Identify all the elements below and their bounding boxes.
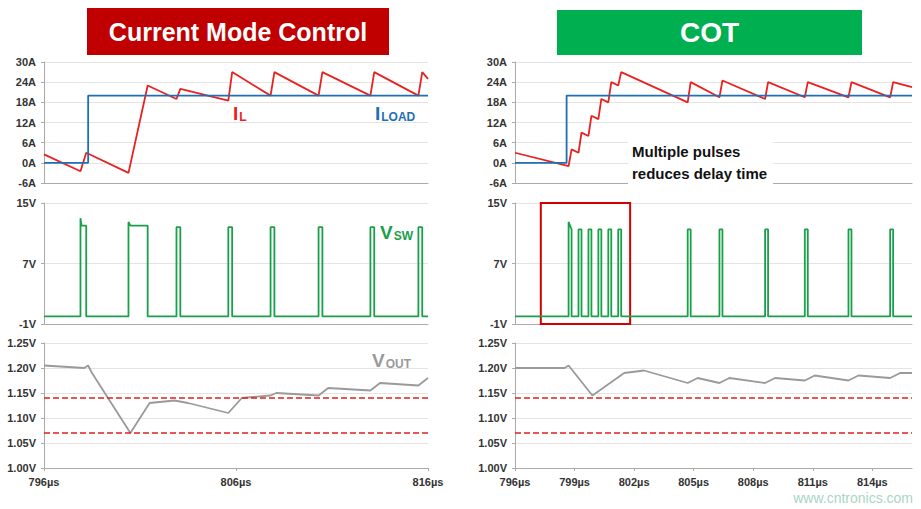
svg-text:I: I	[233, 103, 238, 124]
svg-text:6A: 6A	[493, 137, 507, 149]
svg-text:1.05V: 1.05V	[478, 437, 507, 449]
svg-text:805µs: 805µs	[678, 476, 709, 488]
svg-text:1.15V: 1.15V	[478, 387, 507, 399]
svg-text:806µs: 806µs	[221, 476, 252, 488]
svg-text:24A: 24A	[487, 76, 507, 88]
svg-text:799µs: 799µs	[559, 476, 590, 488]
svg-text:www.cntronics.com: www.cntronics.com	[792, 490, 913, 506]
svg-text:0A: 0A	[22, 157, 36, 169]
svg-text:Multiple pulses: Multiple pulses	[632, 143, 740, 160]
svg-text:1.00V: 1.00V	[7, 462, 36, 474]
svg-text:18A: 18A	[487, 96, 507, 108]
svg-text:15V: 15V	[487, 197, 507, 209]
svg-text:1.20V: 1.20V	[478, 362, 507, 374]
svg-text:1.20V: 1.20V	[7, 362, 36, 374]
svg-text:816µs: 816µs	[413, 476, 444, 488]
svg-text:COT: COT	[680, 17, 739, 48]
svg-text:-6A: -6A	[18, 177, 36, 189]
svg-text:1.10V: 1.10V	[7, 412, 36, 424]
svg-text:12A: 12A	[16, 117, 36, 129]
svg-text:-1V: -1V	[19, 318, 37, 330]
svg-text:SW: SW	[394, 229, 414, 243]
svg-text:1.15V: 1.15V	[7, 387, 36, 399]
svg-text:802µs: 802µs	[619, 476, 650, 488]
svg-text:15V: 15V	[16, 197, 36, 209]
svg-text:1.25V: 1.25V	[7, 337, 36, 349]
svg-text:18A: 18A	[16, 96, 36, 108]
svg-text:1.25V: 1.25V	[478, 337, 507, 349]
svg-text:30A: 30A	[16, 56, 36, 68]
svg-text:1.05V: 1.05V	[7, 437, 36, 449]
svg-text:24A: 24A	[16, 76, 36, 88]
svg-text:6A: 6A	[22, 137, 36, 149]
svg-text:V: V	[372, 350, 385, 371]
svg-text:1.10V: 1.10V	[478, 412, 507, 424]
svg-text:814µs: 814µs	[857, 476, 888, 488]
svg-text:V: V	[380, 222, 393, 243]
svg-text:1.00V: 1.00V	[478, 462, 507, 474]
svg-text:808µs: 808µs	[738, 476, 769, 488]
svg-text:-1V: -1V	[490, 318, 508, 330]
svg-text:OUT: OUT	[386, 357, 412, 371]
svg-text:Current Mode Control: Current Mode Control	[109, 18, 367, 46]
svg-text:12A: 12A	[487, 117, 507, 129]
svg-text:7V: 7V	[494, 258, 508, 270]
svg-text:796µs: 796µs	[500, 476, 531, 488]
svg-text:0A: 0A	[493, 157, 507, 169]
svg-text:796µs: 796µs	[29, 476, 60, 488]
svg-text:reduces delay time: reduces delay time	[632, 165, 767, 182]
svg-text:I: I	[375, 103, 380, 124]
svg-text:-6A: -6A	[489, 177, 507, 189]
svg-text:LOAD: LOAD	[381, 110, 415, 124]
svg-text:L: L	[239, 110, 246, 124]
svg-text:811µs: 811µs	[798, 476, 828, 488]
svg-text:7V: 7V	[23, 258, 37, 270]
svg-text:30A: 30A	[487, 56, 507, 68]
